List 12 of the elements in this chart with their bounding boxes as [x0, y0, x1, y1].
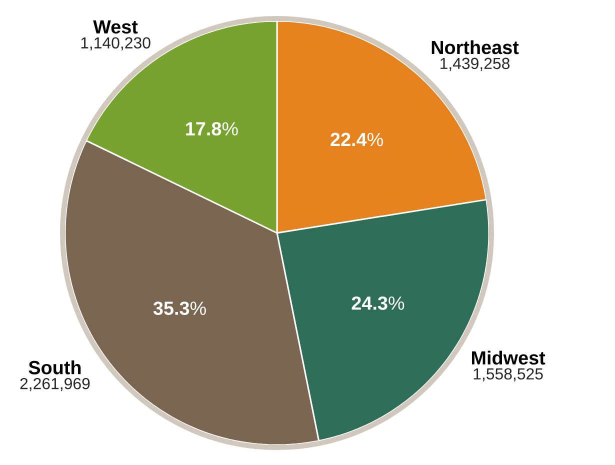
slice-label: South — [28, 360, 81, 374]
text: 35.3% — [153, 302, 206, 316]
data-label: 1,439,258 — [440, 58, 510, 71]
slice-label: Northeast — [432, 40, 519, 54]
slice-label: Midwest — [472, 350, 546, 365]
data-label: 2,261,969 — [20, 378, 90, 392]
text: 22.4% — [330, 132, 383, 146]
slice-label: West — [93, 20, 138, 34]
data-label: 1,140,230 — [81, 37, 150, 50]
text: 24.3% — [352, 296, 404, 310]
text: 17.8% — [186, 122, 238, 136]
data-label: 1,558,525 — [474, 368, 543, 382]
